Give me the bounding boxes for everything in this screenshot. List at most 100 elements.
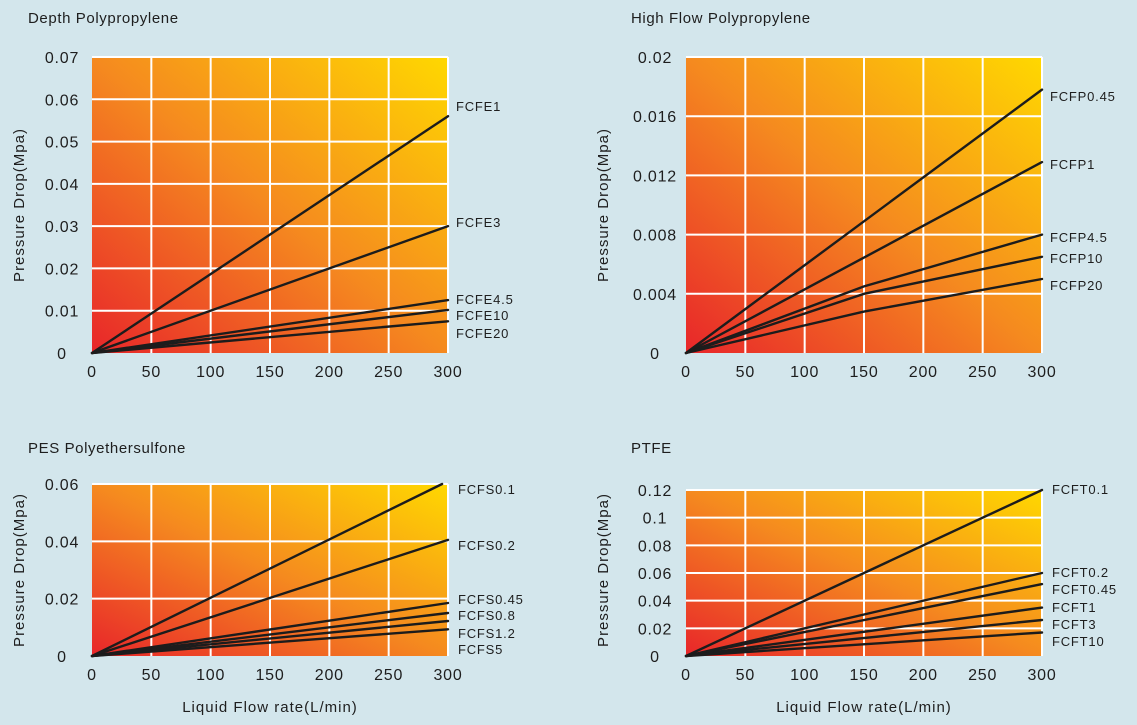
chart-title: PES Polyethersulfone bbox=[28, 440, 186, 457]
series-line-FCFS1.2 bbox=[90, 619, 450, 658]
y-tick-label: 0 bbox=[57, 649, 67, 666]
y-axis-label: Pressure Drop(Mpa) bbox=[11, 128, 28, 282]
series-label: FCFS0.8 bbox=[458, 608, 516, 623]
y-tick-label: 0.02 bbox=[638, 50, 672, 67]
x-tick-label: 300 bbox=[433, 667, 462, 684]
series-label: FCFE1 bbox=[456, 99, 501, 114]
series-line-FCFP10 bbox=[684, 255, 1044, 355]
series-label: FCFS1.2 bbox=[458, 626, 516, 641]
x-tick-label: 200 bbox=[909, 364, 938, 381]
y-tick-label: 0 bbox=[650, 649, 660, 666]
chart-title: Depth Polypropylene bbox=[28, 10, 179, 27]
y-tick-label: 0.03 bbox=[45, 219, 79, 236]
y-tick-label: 0.012 bbox=[633, 168, 677, 185]
x-axis-label: Liquid Flow rate(L/min) bbox=[182, 699, 358, 716]
series-line-FCFP0.45 bbox=[684, 88, 1044, 355]
series-label: FCFT0.45 bbox=[1052, 582, 1117, 597]
x-tick-label: 0 bbox=[681, 667, 691, 684]
chart-2: High Flow Polypropylene 0 50 100 150 200 250 30… bbox=[595, 10, 1115, 381]
series-label: FCFE20 bbox=[456, 326, 509, 341]
y-tick-label: 0.1 bbox=[643, 511, 668, 528]
series-label: FCFP10 bbox=[1050, 251, 1103, 266]
series-line-FCFS0.8 bbox=[90, 611, 450, 658]
y-tick-label: 0.04 bbox=[45, 177, 79, 194]
x-tick-label: 100 bbox=[790, 667, 819, 684]
y-tick-label: 0.04 bbox=[45, 534, 79, 551]
series-line-FCFE20 bbox=[90, 320, 450, 355]
x-tick-label: 150 bbox=[255, 364, 284, 381]
x-tick-label: 150 bbox=[849, 364, 878, 381]
series-label: FCFT1 bbox=[1052, 600, 1096, 615]
series-label: FCFT0.2 bbox=[1052, 565, 1109, 580]
series-line-FCFT0.2 bbox=[684, 571, 1044, 658]
x-tick-label: 300 bbox=[433, 364, 462, 381]
series-label: FCFT3 bbox=[1052, 617, 1096, 632]
series-label: FCFT10 bbox=[1052, 634, 1104, 649]
x-tick-label: 250 bbox=[968, 364, 997, 381]
y-tick-label: 0 bbox=[57, 346, 67, 363]
series-label: FCFS0.2 bbox=[458, 538, 516, 553]
chart-4: PTFE 0 50 100 150 200 250 300 0 0.02 0.04 0.06 0.08 0… bbox=[595, 440, 1117, 716]
y-tick-label: 0.06 bbox=[45, 477, 79, 494]
series-line-FCFT0.1 bbox=[684, 488, 1044, 658]
x-tick-label: 50 bbox=[142, 667, 161, 684]
series-line-FCFP20 bbox=[684, 277, 1044, 355]
x-tick-label: 50 bbox=[736, 364, 755, 381]
series-line-FCFE4.5 bbox=[90, 298, 450, 355]
y-tick-label: 0.04 bbox=[638, 594, 672, 611]
x-tick-label: 100 bbox=[196, 364, 225, 381]
series-label: FCFE3 bbox=[456, 215, 501, 230]
series-line-FCFE10 bbox=[90, 308, 450, 355]
series-line-FCFS0.1 bbox=[90, 482, 444, 658]
x-tick-label: 200 bbox=[315, 364, 344, 381]
series-line-FCFT10 bbox=[684, 631, 1044, 658]
series-line-FCFP1 bbox=[684, 160, 1044, 355]
y-tick-label: 0.01 bbox=[45, 304, 79, 321]
y-tick-label: 0.016 bbox=[633, 109, 677, 126]
chart-title: PTFE bbox=[631, 440, 672, 457]
series-line-FCFP4.5 bbox=[684, 233, 1044, 355]
series-label: FCFP20 bbox=[1050, 278, 1103, 293]
series-line-FCFT0.45 bbox=[684, 582, 1044, 658]
y-axis-label: Pressure Drop(Mpa) bbox=[595, 493, 612, 647]
x-tick-label: 50 bbox=[736, 667, 755, 684]
y-tick-label: 0.004 bbox=[633, 287, 677, 304]
x-axis-label: Liquid Flow rate(L/min) bbox=[776, 699, 952, 716]
y-tick-label: 0.12 bbox=[638, 483, 672, 500]
x-tick-label: 250 bbox=[968, 667, 997, 684]
y-tick-label: 0.08 bbox=[638, 538, 672, 555]
series-label: FCFE4.5 bbox=[456, 292, 514, 307]
series-label: FCFP1 bbox=[1050, 157, 1095, 172]
series-line-FCFT1 bbox=[684, 606, 1044, 658]
x-tick-label: 0 bbox=[681, 364, 691, 381]
series-line-FCFE1 bbox=[90, 114, 450, 355]
x-tick-label: 100 bbox=[196, 667, 225, 684]
x-tick-label: 150 bbox=[849, 667, 878, 684]
series-label: FCFT0.1 bbox=[1052, 482, 1109, 497]
chart-3: PES Polyethersulfone 0 50 100 150 200 250 300 0 0… bbox=[11, 440, 524, 716]
y-axis-label: Pressure Drop(Mpa) bbox=[11, 493, 28, 647]
y-tick-label: 0.02 bbox=[45, 592, 79, 609]
series-label: FCFP4.5 bbox=[1050, 230, 1108, 245]
y-tick-label: 0.008 bbox=[633, 228, 677, 245]
y-tick-label: 0.05 bbox=[45, 135, 79, 152]
series-line-FCFE3 bbox=[90, 224, 450, 355]
y-tick-label: 0 bbox=[650, 346, 660, 363]
y-tick-label: 0.06 bbox=[638, 566, 672, 583]
series-line-FCFT3 bbox=[684, 618, 1044, 658]
x-tick-label: 0 bbox=[87, 364, 97, 381]
x-tick-label: 250 bbox=[374, 364, 403, 381]
y-tick-label: 0.06 bbox=[45, 92, 79, 109]
x-tick-label: 200 bbox=[315, 667, 344, 684]
x-tick-label: 250 bbox=[374, 667, 403, 684]
x-tick-label: 150 bbox=[255, 667, 284, 684]
y-tick-label: 0.02 bbox=[638, 621, 672, 638]
x-tick-label: 0 bbox=[87, 667, 97, 684]
series-label: FCFS0.45 bbox=[458, 592, 524, 607]
series-label: FCFE10 bbox=[456, 308, 509, 323]
x-tick-label: 50 bbox=[142, 364, 161, 381]
chart-1: Depth Polypropylene 0 50 100 150 200 250 300 0 0.… bbox=[11, 10, 514, 381]
chart-title: High Flow Polypropylene bbox=[631, 10, 811, 27]
series-label: FCFS0.1 bbox=[458, 482, 516, 497]
